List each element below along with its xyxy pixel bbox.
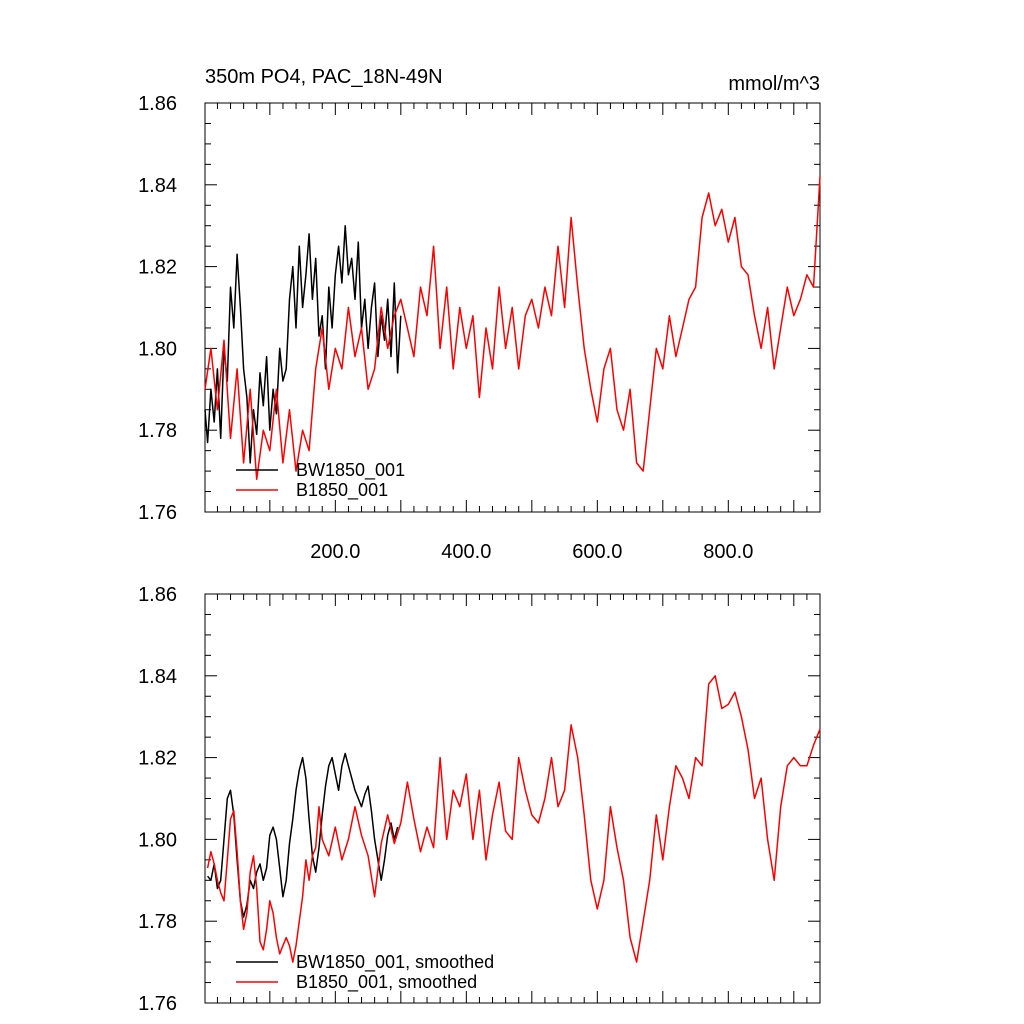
y-tick-label: 1.84	[138, 666, 177, 688]
y-tick-label: 1.76	[138, 993, 177, 1015]
y-tick-label: 1.78	[138, 420, 177, 442]
y-tick-label: 1.84	[138, 175, 177, 197]
y-tick-label: 1.82	[138, 748, 177, 770]
y-tick-label: 1.86	[138, 93, 177, 115]
y-tick-label: 1.86	[138, 584, 177, 606]
chart-title: 350m PO4, PAC_18N-49N	[205, 66, 443, 88]
y-tick-label: 1.80	[138, 829, 177, 851]
units-label: mmol/m^3	[728, 73, 820, 95]
y-tick-label: 1.82	[138, 257, 177, 279]
series-line-b1850-001-smoothed	[206, 675, 821, 963]
top-panel: 350m PO4, PAC_18N-49N mmol/m^3 1.76 1.78 1…	[138, 66, 821, 563]
y-tick-label: 1.80	[138, 338, 177, 360]
x-tick-label: 400.0	[441, 541, 491, 563]
legend-label: B1850_001	[296, 480, 388, 501]
legend-label: BW1850_001	[296, 460, 405, 481]
x-tick-label: 800.0	[703, 541, 753, 563]
series-line-b1850-001	[204, 176, 821, 481]
legend-label: B1850_001, smoothed	[296, 972, 477, 993]
bottom-panel: 1.76 1.78 1.80 1.82 1.84 1.86 BW1850_001, smoo…	[138, 584, 821, 1015]
y-tick-label: 1.76	[138, 502, 177, 524]
x-tick-label: 200.0	[310, 541, 360, 563]
y-tick-label: 1.78	[138, 911, 177, 933]
series-line-bw1850-001	[204, 224, 402, 464]
x-tick-label: 600.0	[572, 541, 622, 563]
legend-label: BW1850_001, smoothed	[296, 952, 494, 973]
